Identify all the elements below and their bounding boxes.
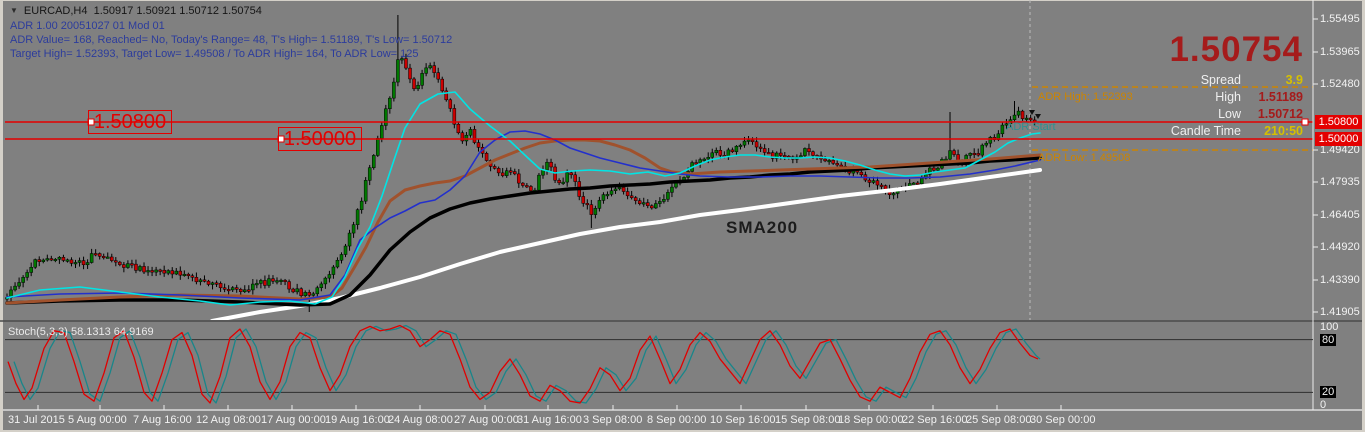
stat-label: Candle Time xyxy=(1170,124,1241,138)
time-axis-label[interactable]: 8 Sep 00:00 xyxy=(647,414,707,426)
ma-brown-line xyxy=(5,138,1042,305)
ma-blue-line xyxy=(6,130,1041,301)
stochastic-pane[interactable] xyxy=(5,324,1313,404)
hline-price-label[interactable]: 1.50000 xyxy=(278,127,362,151)
stoch-scale-tick[interactable]: 80 xyxy=(1320,334,1337,346)
stoch-main-line xyxy=(13,324,1041,404)
time-axis-label[interactable]: 10 Sep 16:00 xyxy=(710,414,776,426)
stochastic-title: Stoch(5,3,3) 58.1313 64.9169 xyxy=(8,326,154,338)
price-scale-tick[interactable]: 1.41905 xyxy=(1320,306,1360,318)
stat-row-spread: Spread 3.9 xyxy=(1169,73,1303,87)
ma-black-line xyxy=(5,156,1042,307)
stat-value: 1.51189 xyxy=(1258,90,1304,104)
stoch-scale-tick[interactable]: 20 xyxy=(1320,386,1337,398)
price-scale-tick[interactable]: 1.44920 xyxy=(1320,241,1360,253)
time-axis-label[interactable]: 18 Sep 00:00 xyxy=(838,414,904,426)
stat-value: 210:50 xyxy=(1264,124,1303,138)
chevron-down-icon[interactable]: ▼ xyxy=(10,6,18,15)
adr-low-label[interactable]: ADR Low: 1.49508 xyxy=(1038,152,1131,164)
stat-row-low: Low 1.50712 xyxy=(1169,107,1303,121)
price-scale-redbox[interactable]: 1.50800 xyxy=(1315,115,1362,129)
time-axis-label[interactable]: 31 Jul 2015 xyxy=(8,414,65,426)
price-stats-panel: 1.50754 Spread 3.9 High 1.51189 Low 1.50712 Ca… xyxy=(1169,30,1303,138)
adr-start-mark-icon xyxy=(1029,110,1035,115)
adr-indicator-title: ADR 1.00 20051027 01 Mod 01 xyxy=(10,20,165,32)
main-pane[interactable] xyxy=(5,0,1042,321)
price-scale-tick[interactable]: 1.49420 xyxy=(1320,144,1360,156)
price-scale-tick[interactable]: 1.47935 xyxy=(1320,176,1360,188)
time-axis-label[interactable]: 30 Sep 00:00 xyxy=(1030,414,1096,426)
stat-label: Spread xyxy=(1200,73,1241,87)
stat-label: High xyxy=(1215,90,1241,104)
price-scale-tick[interactable]: 1.52480 xyxy=(1320,78,1360,90)
hline-price-label[interactable]: 1.50800 xyxy=(88,110,172,134)
stat-value: 1.50712 xyxy=(1257,107,1303,121)
adr-start-label: ADR Start xyxy=(1006,121,1056,133)
stat-label: Low xyxy=(1218,107,1241,121)
stoch-signal-line xyxy=(7,324,1039,404)
time-axis-label[interactable]: 5 Aug 00:00 xyxy=(68,414,127,426)
time-axis-label[interactable]: 15 Sep 08:00 xyxy=(775,414,841,426)
time-axis-label[interactable]: 31 Aug 16:00 xyxy=(517,414,582,426)
adr-start-mark-icon xyxy=(1035,114,1041,119)
symbol-ohlc-text: EURCAD,H4 1.50917 1.50921 1.50712 1.5075… xyxy=(23,5,262,17)
price-scale-tick[interactable]: 1.55495 xyxy=(1320,13,1360,25)
sma200-label: SMA200 xyxy=(726,218,799,237)
adr-values-line: ADR Value= 168, Reached= No, Today's Ran… xyxy=(10,34,453,46)
time-axis-label[interactable]: 7 Aug 16:00 xyxy=(133,414,192,426)
adr-targets-line: Target High= 1.52393, Target Low= 1.4950… xyxy=(10,48,419,60)
current-price: 1.50754 xyxy=(1169,30,1303,69)
stoch-scale-tick[interactable]: 0 xyxy=(1320,399,1327,411)
price-scale-redbox[interactable]: 1.50000 xyxy=(1315,132,1362,146)
stat-value: 3.9 xyxy=(1285,73,1303,87)
stoch-scale-tick[interactable]: 100 xyxy=(1320,321,1339,333)
line-handle[interactable] xyxy=(1301,118,1309,126)
symbol-title[interactable]: ▼ EURCAD,H4 1.50917 1.50921 1.50712 1.507… xyxy=(10,6,262,17)
time-axis-label[interactable]: 24 Aug 08:00 xyxy=(388,414,453,426)
chart-background[interactable] xyxy=(3,1,1362,430)
time-axis-label[interactable]: 25 Sep 08:00 xyxy=(966,414,1032,426)
time-axis-label[interactable]: 3 Sep 08:00 xyxy=(583,414,643,426)
ma-cyan-line xyxy=(6,91,1041,306)
price-scale-tick[interactable]: 1.53965 xyxy=(1320,46,1360,58)
time-axis-label[interactable]: 17 Aug 00:00 xyxy=(261,414,326,426)
time-axis-label[interactable]: 27 Aug 00:00 xyxy=(454,414,519,426)
time-axis-label[interactable]: 12 Aug 08:00 xyxy=(196,414,261,426)
price-scale-tick[interactable]: 1.43390 xyxy=(1320,274,1360,286)
time-axis-label[interactable]: 19 Aug 16:00 xyxy=(325,414,390,426)
price-scale-tick[interactable]: 1.46405 xyxy=(1320,209,1360,221)
candles-layer xyxy=(5,15,1037,312)
stat-row-candle-time: Candle Time 210:50 xyxy=(1169,124,1303,138)
time-axis-label[interactable]: 22 Sep 16:00 xyxy=(902,414,968,426)
stat-row-high: High 1.51189 xyxy=(1169,90,1303,104)
adr-high-label[interactable]: ADR High: 1.52393 xyxy=(1038,91,1133,103)
